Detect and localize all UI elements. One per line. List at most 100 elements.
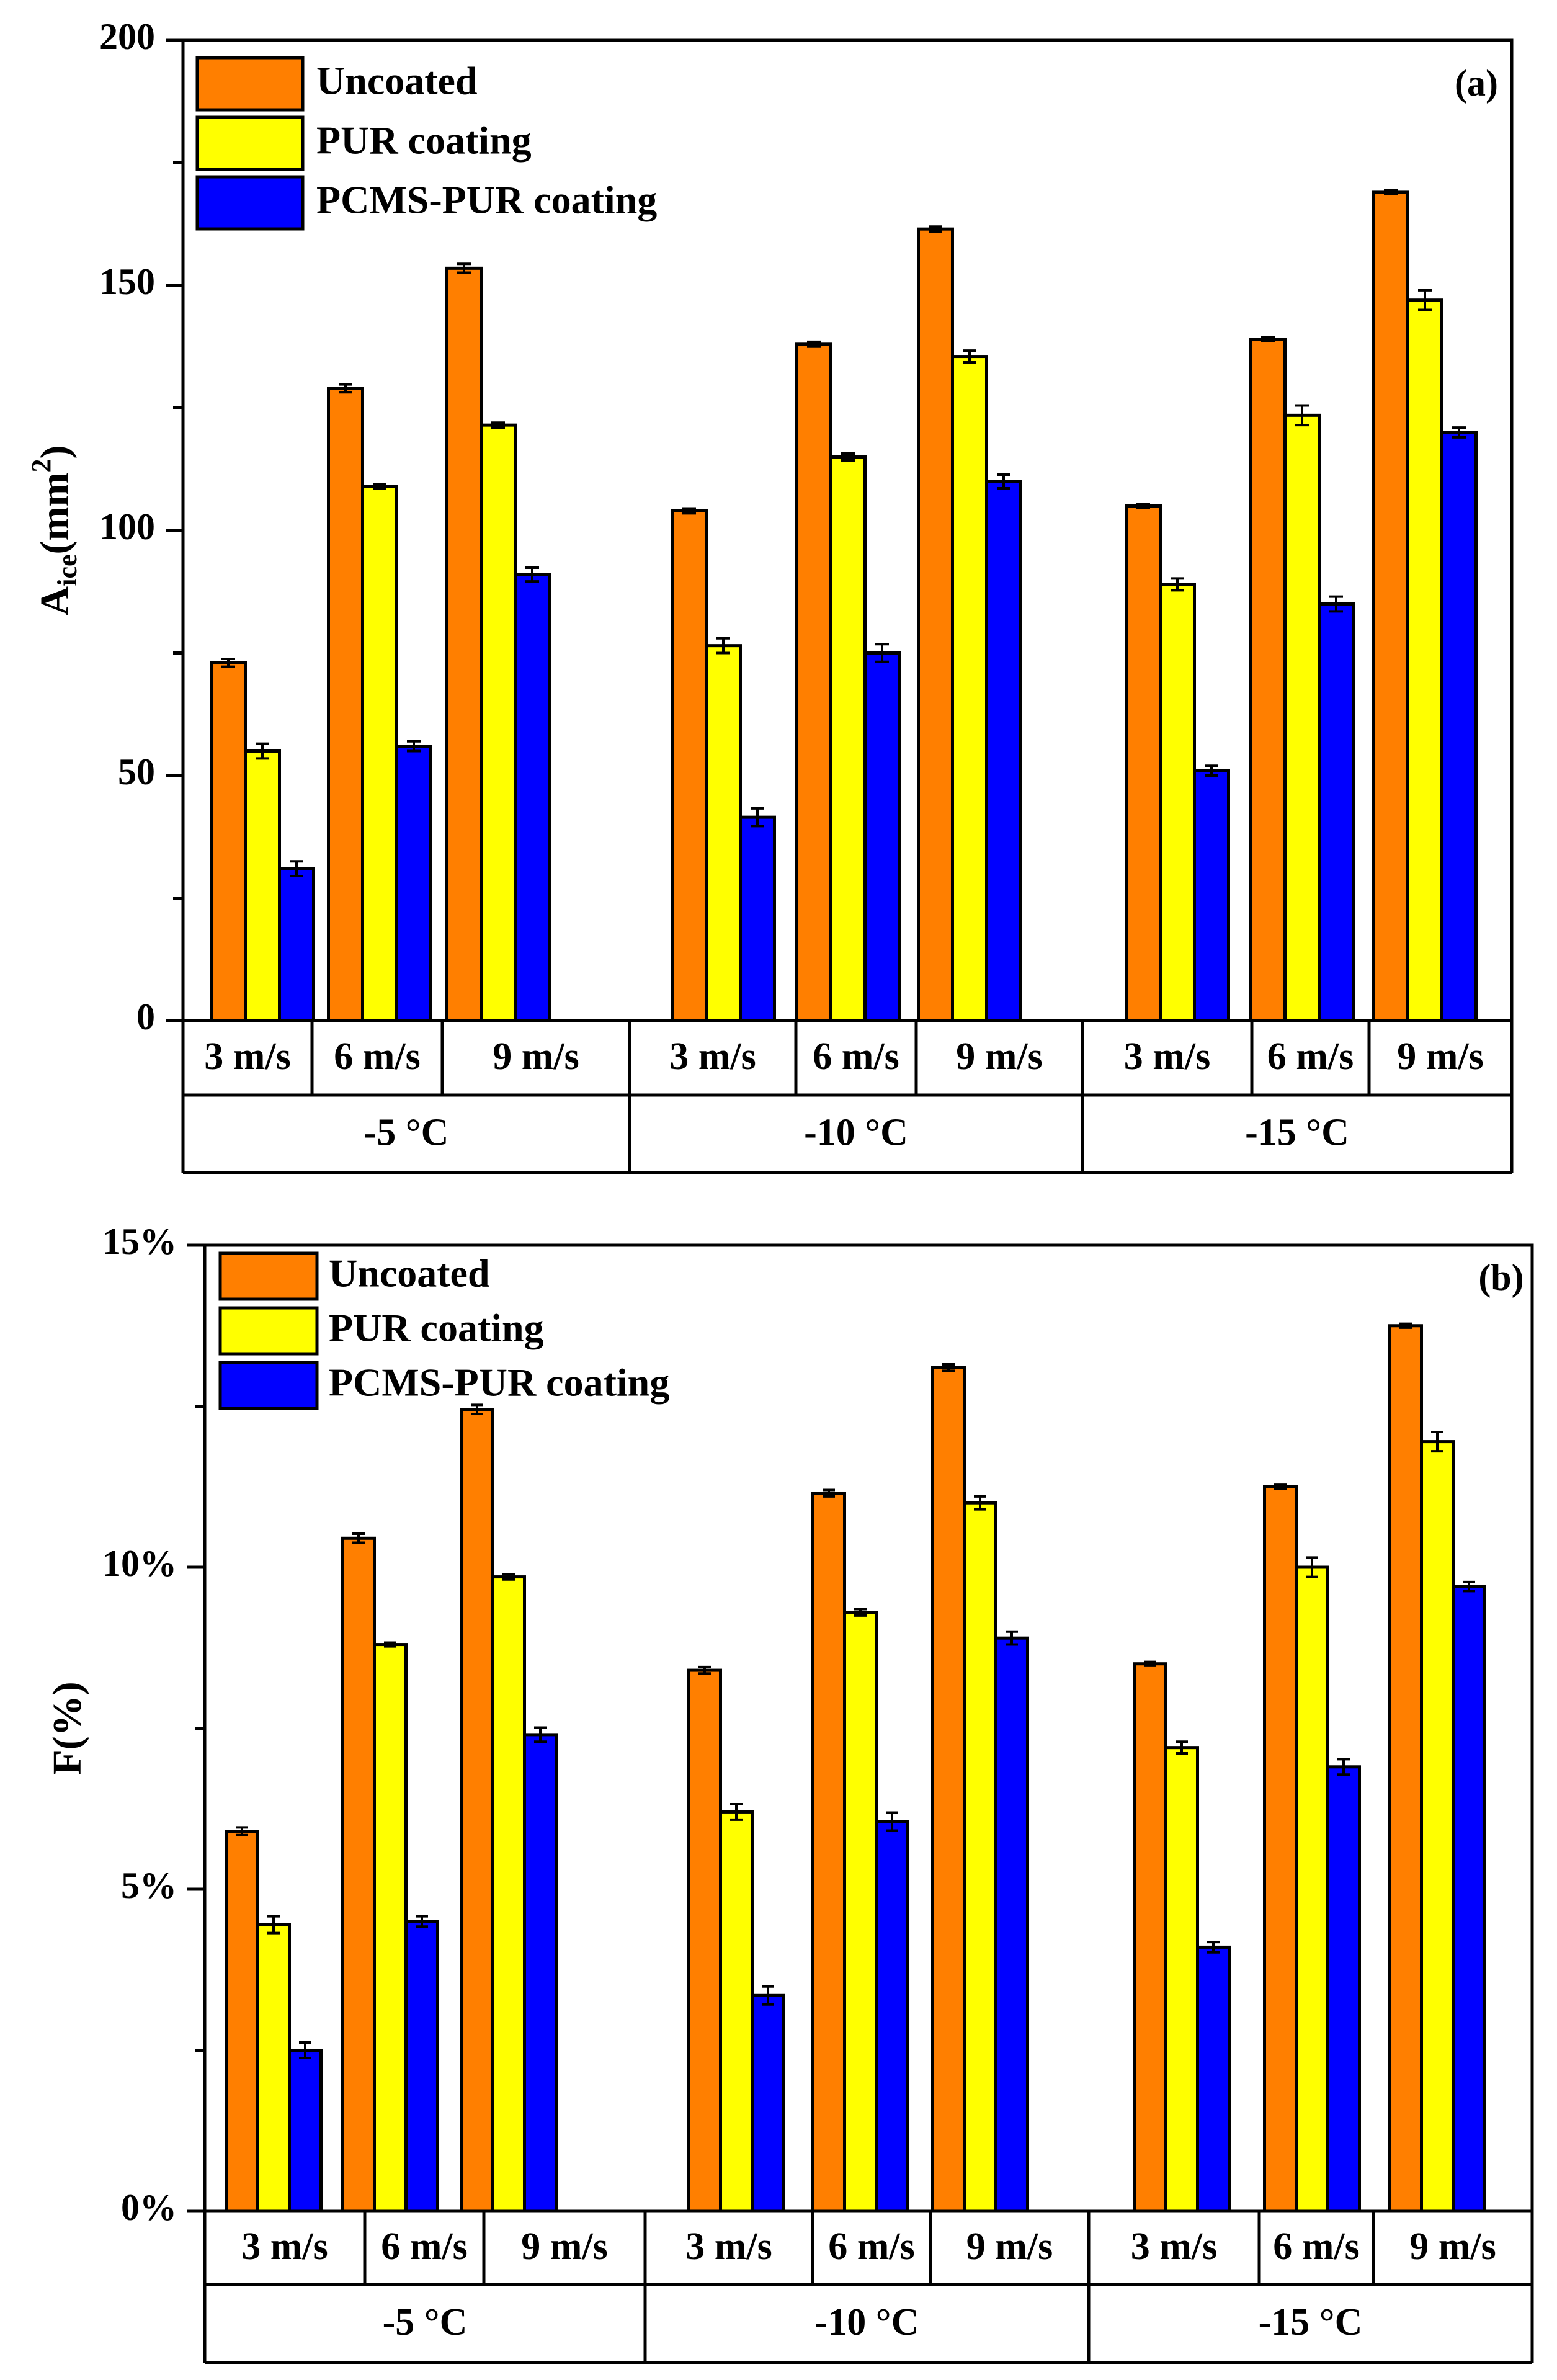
bar xyxy=(445,266,483,1022)
category-labels: 3 m/s 6 m/s 9 m/s 3 m/s 6 m/s 9 m/s 3 m/s 6 m/s… xyxy=(241,2226,1496,2343)
error-bar xyxy=(997,473,1010,490)
error-bar xyxy=(373,483,386,490)
bar xyxy=(739,815,776,1022)
error-bar xyxy=(1207,1941,1220,1954)
bar xyxy=(719,1810,754,2213)
bar xyxy=(341,1536,376,2213)
category-label: 3 m/s xyxy=(1124,1036,1211,1078)
error-bar xyxy=(1463,1580,1475,1593)
bar xyxy=(480,423,517,1022)
error-bar xyxy=(823,1488,835,1498)
category-label: 6 m/s xyxy=(1273,2226,1360,2268)
bar xyxy=(1263,1485,1298,2213)
bar xyxy=(404,1920,439,2213)
error-bar xyxy=(407,740,421,753)
legend-swatch xyxy=(218,1306,319,1356)
error-bar xyxy=(267,1915,280,1935)
bar xyxy=(985,480,1022,1022)
bar xyxy=(705,644,742,1022)
error-bar xyxy=(221,657,235,668)
category-label: 3 m/s xyxy=(669,1036,756,1078)
bar xyxy=(278,867,315,1022)
error-bar xyxy=(698,1665,711,1675)
error-bar xyxy=(256,742,269,760)
bar xyxy=(1318,602,1355,1022)
legend-label: PUR coating xyxy=(316,119,532,163)
bar xyxy=(1283,413,1321,1022)
legend-swatch xyxy=(218,1251,319,1301)
panel-a-chart: 0 50 100 150 200 3 m/s 6 m/s 9 m/s 3 m/s 6 m/s 9 m… xyxy=(26,16,1514,1174)
bar xyxy=(491,1575,526,2213)
bar xyxy=(327,387,364,1022)
y-tick-label: 0 xyxy=(136,996,155,1037)
bar xyxy=(917,227,954,1022)
category-label: 6 m/s xyxy=(813,1036,899,1078)
category-label: 9 m/s xyxy=(521,2226,608,2268)
error-bar xyxy=(841,452,855,462)
legend: Uncoated PUR coating PCMS-PUR coating xyxy=(195,56,657,231)
legend-label: Uncoated xyxy=(329,1251,490,1295)
bars-layer xyxy=(225,1322,1486,2213)
error-bar xyxy=(457,262,471,274)
bar xyxy=(244,749,281,1022)
error-bar xyxy=(534,1726,547,1743)
error-bar xyxy=(929,225,942,233)
y-axis: 0 50 100 150 200 xyxy=(99,16,183,1037)
category-label: 9 m/s xyxy=(1409,2226,1496,2268)
error-bar xyxy=(807,340,821,348)
bar xyxy=(1133,1662,1167,2213)
category-label: 9 m/s xyxy=(966,2226,1053,2268)
category-label: 6 m/s xyxy=(381,2226,468,2268)
bar xyxy=(671,509,708,1022)
bar xyxy=(931,1366,966,2213)
y-tick-label: 200 xyxy=(99,16,155,57)
panel-label: (a) xyxy=(1455,63,1498,104)
legend-swatch xyxy=(218,1361,319,1410)
legend-label: PCMS-PUR coating xyxy=(316,178,657,222)
y-tick-label: 0% xyxy=(121,2187,177,2228)
group-label: -10 °C xyxy=(815,2301,919,2343)
category-label: 9 m/s xyxy=(1397,1036,1484,1078)
bar xyxy=(795,342,832,1022)
error-bar xyxy=(1329,595,1343,613)
error-bar xyxy=(525,566,539,583)
error-bar xyxy=(290,860,303,877)
bar xyxy=(1193,769,1230,1022)
error-bar xyxy=(974,1495,986,1511)
bar xyxy=(687,1668,722,2213)
bar xyxy=(951,355,988,1022)
bar xyxy=(1159,583,1196,1022)
bar xyxy=(875,1820,909,2213)
y-tick-label: 150 xyxy=(99,261,155,302)
bar xyxy=(1164,1746,1199,2213)
error-bar xyxy=(502,1573,515,1581)
legend-swatch xyxy=(195,56,305,112)
bar xyxy=(373,1643,408,2213)
panel-label: (b) xyxy=(1478,1257,1524,1298)
group-label: -15 °C xyxy=(1259,2301,1363,2343)
bar xyxy=(1249,338,1287,1022)
error-bar xyxy=(762,1985,774,2006)
legend-swatch xyxy=(195,175,305,231)
category-label: 3 m/s xyxy=(204,1036,291,1078)
error-bar xyxy=(682,507,696,515)
legend-label: PCMS-PUR coating xyxy=(329,1361,669,1405)
error-bar xyxy=(1431,1431,1443,1453)
category-label: 3 m/s xyxy=(1131,2226,1218,2268)
error-bar xyxy=(1399,1322,1412,1329)
error-bar xyxy=(471,1403,483,1415)
y-axis-title-part: ice xyxy=(52,554,83,586)
category-labels: 3 m/s 6 m/s 9 m/s 3 m/s 6 m/s 9 m/s 3 m/s 6 m/s… xyxy=(204,1036,1484,1154)
bar xyxy=(395,745,432,1022)
error-bar xyxy=(1274,1483,1287,1490)
y-axis-title-part: A xyxy=(32,586,78,615)
error-bar xyxy=(1144,1660,1156,1667)
y-axis-title: F(%) xyxy=(45,1681,90,1774)
error-bar xyxy=(236,1826,248,1836)
group-label: -10 °C xyxy=(804,1112,908,1154)
error-bar xyxy=(299,2041,311,2059)
bar xyxy=(1452,1585,1486,2213)
error-bar xyxy=(1295,404,1309,427)
bars-layer xyxy=(210,189,1478,1022)
